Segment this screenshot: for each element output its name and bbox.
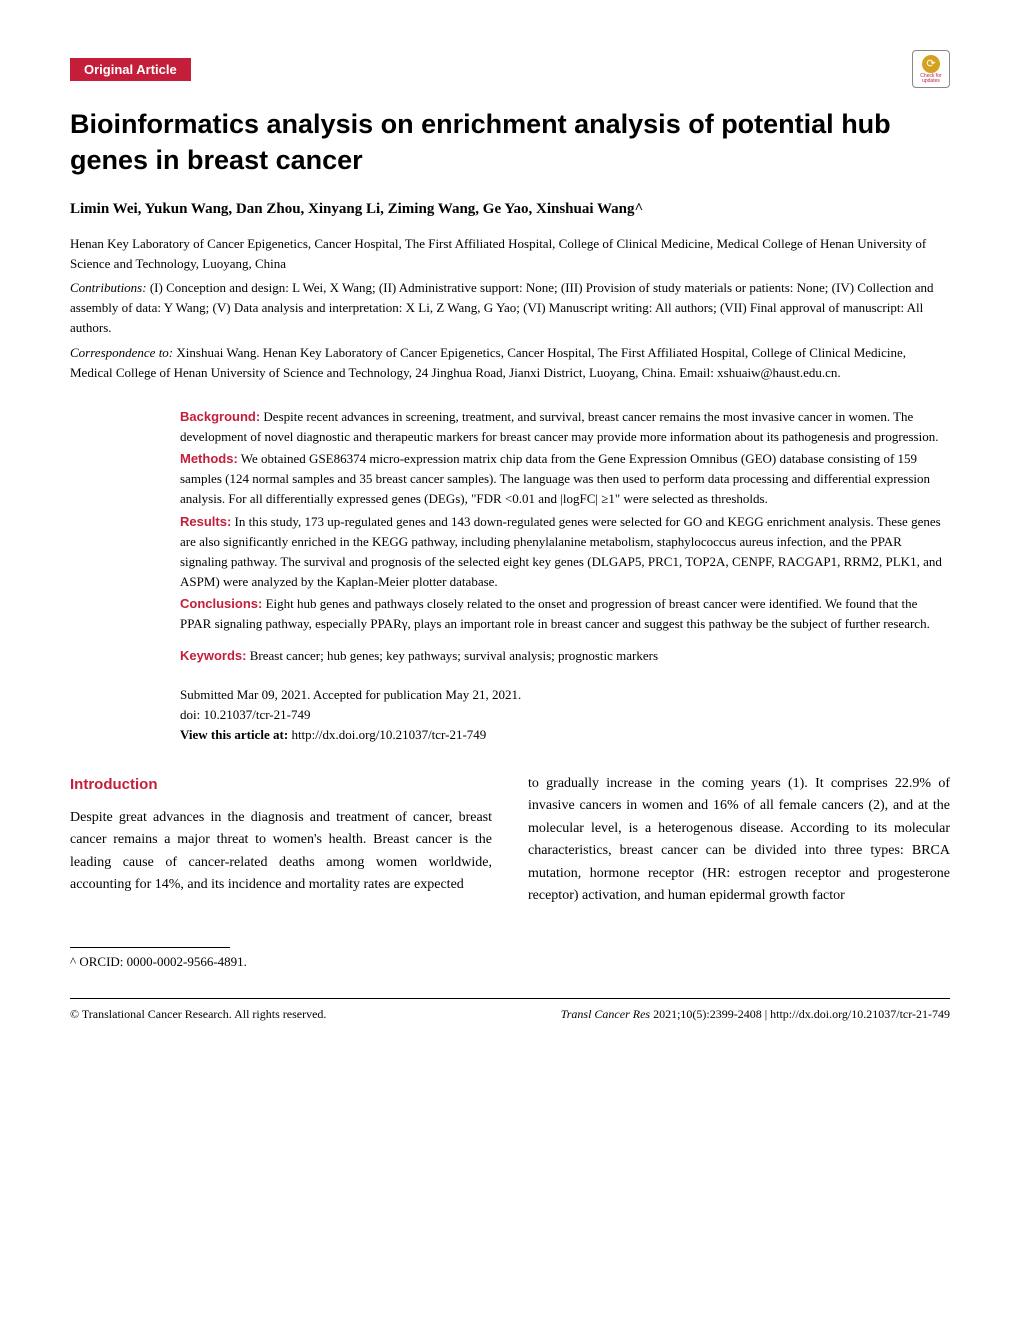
view-url[interactable]: http://dx.doi.org/10.21037/tcr-21-749 [291,727,486,742]
methods-text: We obtained GSE86374 micro-expression ma… [180,451,930,506]
body-col-right: to gradually increase in the coming year… [528,773,950,907]
body-text-right: to gradually increase in the coming year… [528,776,950,903]
body-col-left: Introduction Despite great advances in t… [70,773,492,907]
keywords-block: Keywords: Breast cancer; hub genes; key … [180,646,950,666]
abstract-results: Results: In this study, 173 up-regulated… [180,512,950,593]
footer-citation-text: 2021;10(5):2399-2408 | http://dx.doi.org… [650,1007,950,1021]
abstract-background: Background: Despite recent advances in s… [180,407,950,447]
contributions-block: Contributions: (I) Conception and design… [70,278,950,338]
view-article-link: View this article at: http://dx.doi.org/… [180,725,950,745]
correspondence-label: Correspondence to: [70,345,173,360]
conclusions-label: Conclusions: [180,596,262,611]
body-text-left: Despite great advances in the diagnosis … [70,810,492,892]
article-title: Bioinformatics analysis on enrichment an… [70,106,950,179]
orcid-footnote: ^ ORCID: 0000-0002-9566-4891. [70,954,950,970]
results-text: In this study, 173 up-regulated genes an… [180,514,942,589]
methods-label: Methods: [180,451,238,466]
check-updates-icon: ⟳ [922,55,940,73]
affiliation-text: Henan Key Laboratory of Cancer Epigeneti… [70,234,950,274]
results-label: Results: [180,514,231,529]
correspondence-block: Correspondence to: Xinshuai Wang. Henan … [70,343,950,383]
doi-text: doi: 10.21037/tcr-21-749 [180,705,950,725]
background-text: Despite recent advances in screening, tr… [180,409,938,444]
footer-citation: Transl Cancer Res 2021;10(5):2399-2408 |… [561,1007,950,1022]
body-columns: Introduction Despite great advances in t… [70,773,950,907]
abstract-methods: Methods: We obtained GSE86374 micro-expr… [180,449,950,509]
background-label: Background: [180,409,260,424]
footer-copyright: © Translational Cancer Research. All rig… [70,1007,326,1022]
view-label: View this article at: [180,727,291,742]
page-footer: © Translational Cancer Research. All rig… [70,998,950,1022]
contributions-label: Contributions: [70,280,147,295]
abstract-conclusions: Conclusions: Eight hub genes and pathway… [180,594,950,634]
check-updates-badge[interactable]: ⟳ Check for updates [912,50,950,88]
submission-info: Submitted Mar 09, 2021. Accepted for pub… [180,685,950,705]
correspondence-text: Xinshuai Wang. Henan Key Laboratory of C… [70,345,906,380]
footer-journal: Transl Cancer Res [561,1007,650,1021]
check-updates-text: Check for updates [913,74,949,84]
contributions-text: (I) Conception and design: L Wei, X Wang… [70,280,933,335]
footnote-rule [70,947,230,948]
keywords-text: Breast cancer; hub genes; key pathways; … [246,648,658,663]
conclusions-text: Eight hub genes and pathways closely rel… [180,596,930,631]
introduction-heading: Introduction [70,773,492,797]
category-badge: Original Article [70,58,191,81]
keywords-label: Keywords: [180,648,246,663]
abstract-block: Background: Despite recent advances in s… [180,407,950,745]
authors-list: Limin Wei, Yukun Wang, Dan Zhou, Xinyang… [70,201,950,218]
